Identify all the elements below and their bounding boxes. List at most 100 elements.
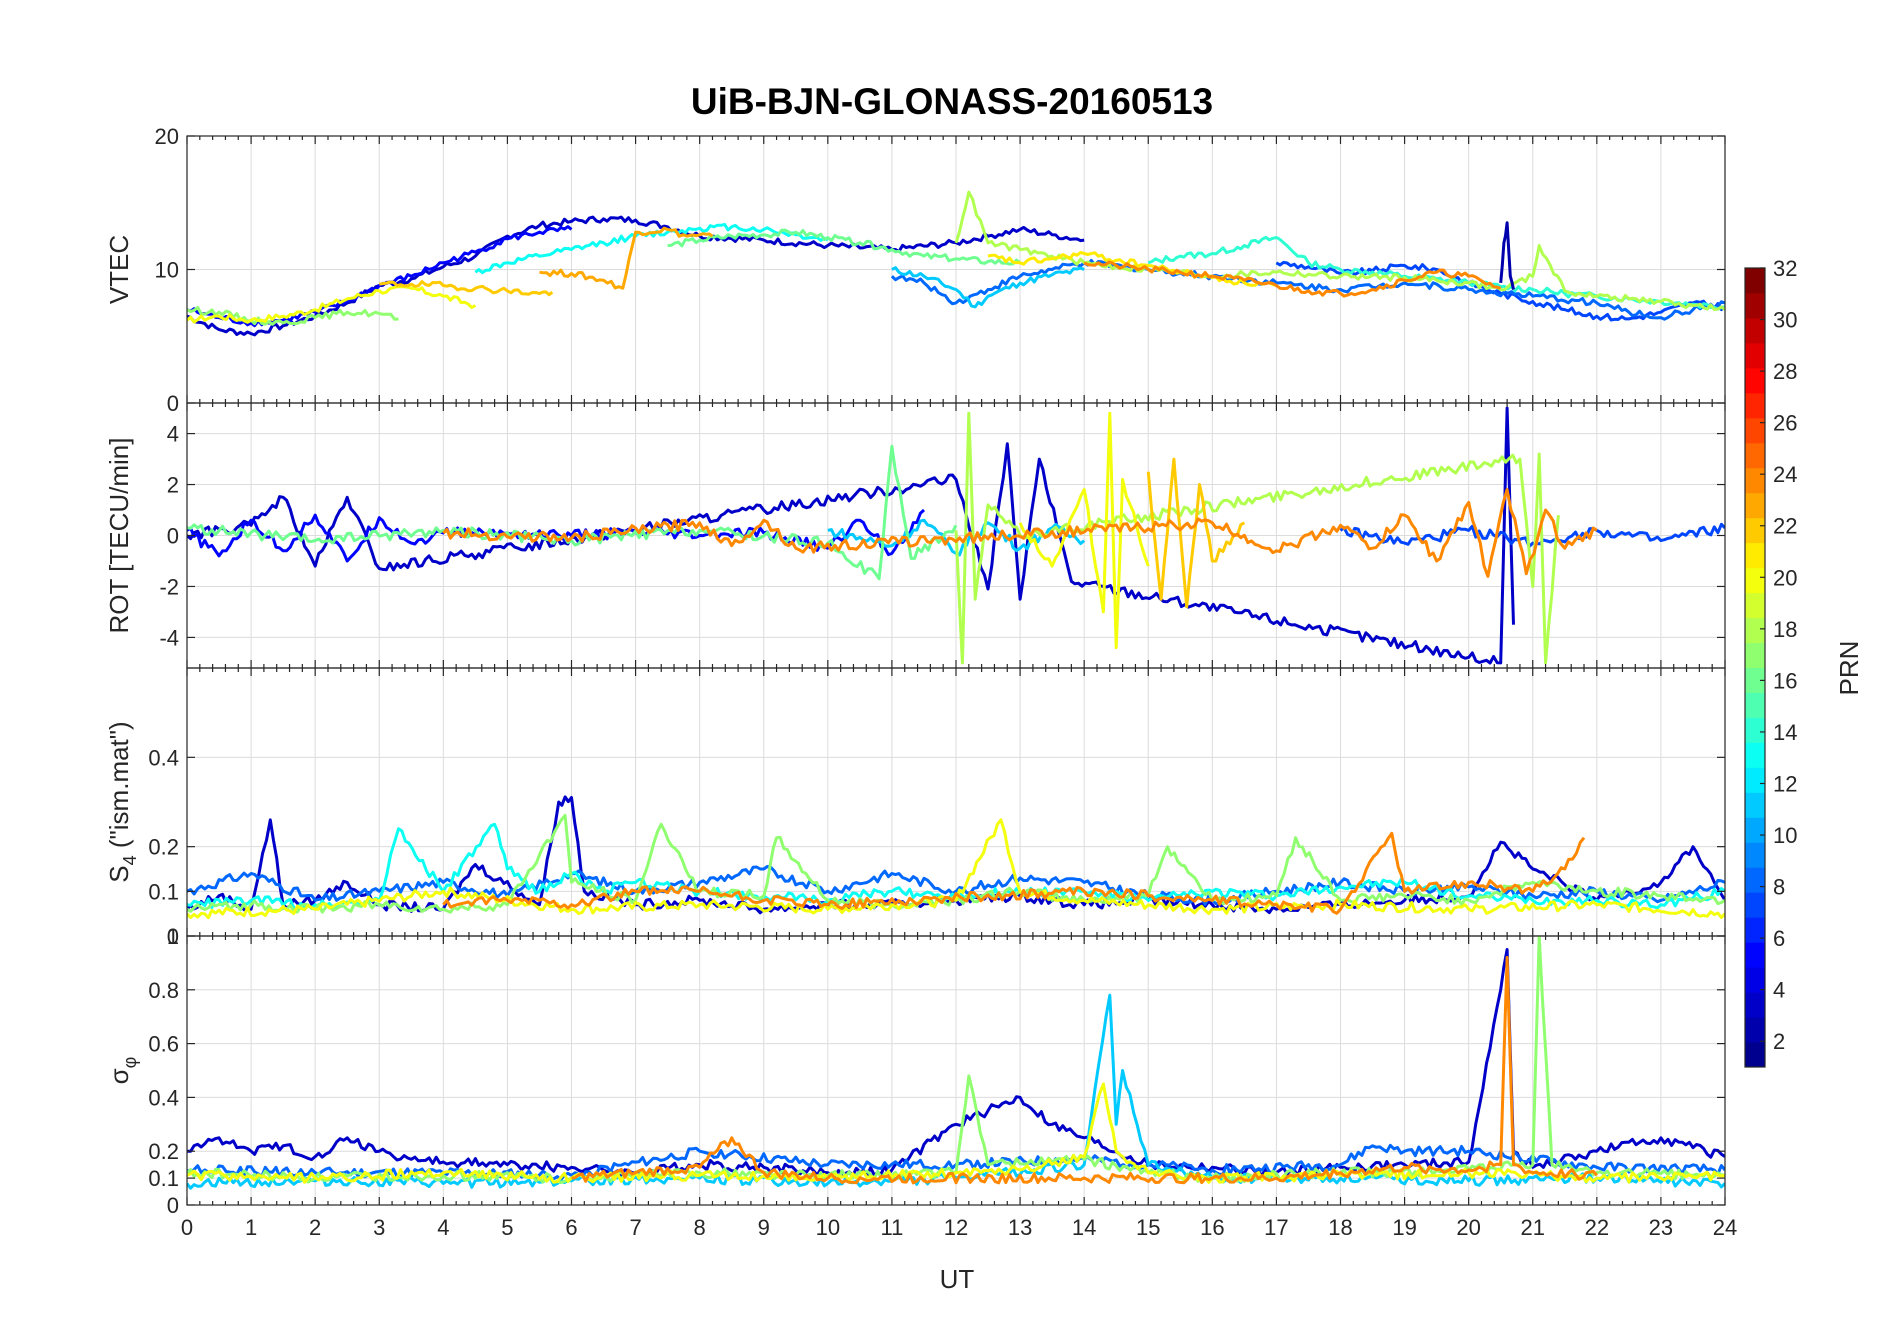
series-line-prn-8: [187, 865, 1725, 906]
colorbar-band: [1745, 417, 1765, 444]
colorbar-band: [1745, 367, 1765, 394]
y-tick-label: -2: [159, 574, 179, 599]
x-tick-label: 3: [373, 1215, 385, 1240]
colorbar-band: [1745, 592, 1765, 619]
y-tick-label: 0.4: [148, 1085, 179, 1110]
colorbar-tick-label: 4: [1773, 978, 1785, 1003]
series-line-prn-11: [187, 993, 1725, 1190]
colorbar-tick-label: 20: [1773, 565, 1797, 590]
x-tick-label: 13: [1008, 1215, 1032, 1240]
y-tick-label: -4: [159, 625, 179, 650]
y-tick-label: 1: [167, 924, 179, 949]
sigma-phi-panel: 0 1 2 3 4 5 6 7 8 9 10 11 12 13 14 15 16 17 18 19 20 21 22 23 24…: [104, 924, 1737, 1240]
colorbar-tick-label: 24: [1773, 462, 1797, 487]
colorbar-tick-label: 32: [1773, 256, 1797, 281]
x-tick-label: 5: [501, 1215, 513, 1240]
colorbar-band: [1745, 492, 1765, 519]
colorbar-band: [1745, 292, 1765, 319]
series-line-prn-17: [187, 936, 1725, 1185]
y-tick-label: 4: [167, 422, 179, 447]
series-line-prn-20: [187, 1082, 1725, 1184]
y-axis-label-rot: ROT [TECU/min]: [104, 438, 134, 634]
colorbar-frame: [1744, 267, 1766, 1068]
series-group: [187, 190, 1725, 337]
x-tick-label: 8: [694, 1215, 706, 1240]
y-tick-label: 0: [167, 1193, 179, 1218]
x-tick-label: 10: [816, 1215, 840, 1240]
x-tick-label: 17: [1264, 1215, 1288, 1240]
series-line-prn-17: [187, 306, 399, 326]
series-line-prn-24: [442, 488, 1598, 578]
colorbar-band: [1745, 268, 1765, 294]
series-line-prn-3: [187, 948, 1725, 1178]
x-tick-label: 6: [565, 1215, 577, 1240]
x-tick-label: 4: [437, 1215, 449, 1240]
colorbar-band: [1745, 792, 1765, 818]
colorbar-tick-label: 30: [1773, 308, 1797, 333]
colorbar-band: [1745, 967, 1765, 993]
x-tick-label: 23: [1649, 1215, 1673, 1240]
vtec-panel: 20 10 0 VTEC: [104, 124, 1726, 416]
series-line-prn-3: [187, 215, 1085, 337]
rot-panel: 4 2 0 -2 -4 ROT [TECU/min]: [104, 402, 1726, 669]
y-tick-label: 10: [155, 258, 179, 283]
colorbar-tick-label: 2: [1773, 1029, 1785, 1054]
y-tick-label: 0.1: [148, 1166, 179, 1191]
x-tick-label: 2: [309, 1215, 321, 1240]
colorbar-band: [1745, 342, 1765, 369]
x-tick-label: 22: [1585, 1215, 1609, 1240]
series-line-prn-20: [1018, 411, 1150, 650]
colorbar-band: [1745, 392, 1765, 419]
series-group: [187, 936, 1725, 1190]
x-tick-label: 24: [1713, 1215, 1737, 1240]
x-tick-label: 14: [1072, 1215, 1096, 1240]
x-tick-label: 18: [1328, 1215, 1352, 1240]
series-line-prn-20: [187, 818, 1725, 920]
colorbar-tick-label: 12: [1773, 771, 1797, 796]
colorbar-label: PRN: [1834, 641, 1864, 696]
y-tick-label: 0: [167, 391, 179, 416]
series-line-prn-16: [667, 228, 1021, 266]
colorbar-band: [1745, 992, 1765, 1018]
colorbar-band: [1745, 667, 1765, 693]
series-line-prn-24: [442, 831, 1586, 915]
colorbar-tick-label: 14: [1773, 720, 1797, 745]
y-tick-label: 20: [155, 124, 179, 149]
colorbar-band: [1745, 517, 1765, 544]
y-tick-label: 0.2: [148, 835, 179, 860]
colorbar-band: [1745, 867, 1765, 893]
y-axis-label-sigma_phi: σφ: [104, 1057, 140, 1085]
series-line-prn-23: [539, 226, 714, 290]
x-tick-label: 21: [1521, 1215, 1545, 1240]
y-tick-label: 0.6: [148, 1032, 179, 1057]
chart-title: UiB-BJN-GLONASS-20160513: [691, 81, 1213, 122]
series-line-prn-20: [187, 285, 477, 324]
x-axis-label: UT: [940, 1264, 975, 1294]
colorbar-band: [1745, 817, 1765, 843]
series-line-prn-3: [187, 406, 1515, 665]
series-line-prn-24: [1083, 260, 1502, 298]
colorbar-tick-label: 10: [1773, 823, 1797, 848]
series-line-prn-22: [379, 280, 554, 297]
y-tick-label: 2: [167, 473, 179, 498]
colorbar-band: [1745, 742, 1765, 768]
colorbar-band: [1745, 642, 1765, 668]
colorbar-band: [1745, 892, 1765, 918]
series-line-prn-22: [1146, 457, 1246, 609]
series-line-prn-18: [954, 411, 1560, 665]
y-tick-label: 0: [167, 924, 179, 949]
x-tick-label: 19: [1392, 1215, 1416, 1240]
colorbar-band: [1745, 1042, 1765, 1068]
x-tick-label: 0: [181, 1215, 193, 1240]
colorbar-band: [1745, 567, 1765, 594]
colorbar-band: [1745, 917, 1765, 943]
colorbar-tick-label: 28: [1773, 359, 1797, 384]
colorbar-band: [1745, 942, 1765, 968]
colorbar-band: [1745, 617, 1765, 644]
colorbar-tick-label: 26: [1773, 411, 1797, 436]
series-group: [187, 795, 1725, 920]
colorbar: 32 30 28 26 24 22 20 18 16 14 12 10 8 6 4 2 PRN: [1744, 256, 1864, 1068]
y-tick-label: 0.8: [148, 978, 179, 1003]
series-line-prn-5: [187, 508, 925, 563]
